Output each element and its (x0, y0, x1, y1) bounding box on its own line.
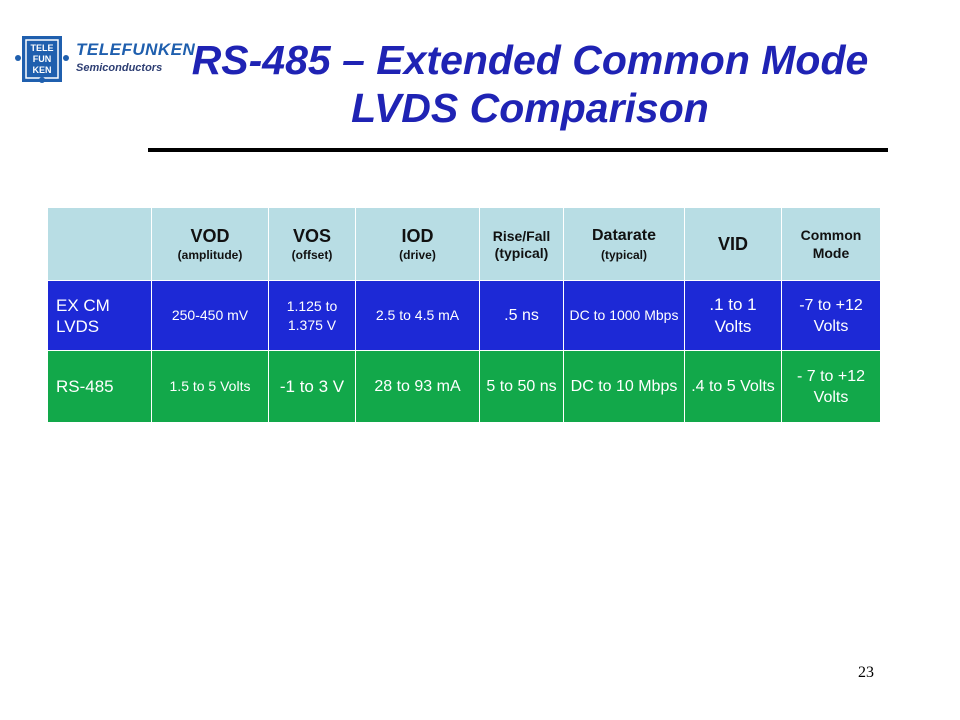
cell-lvds-common-mode: -7 to +12 Volts (781, 280, 881, 351)
header-cell-empty (47, 207, 152, 281)
comparison-table: VOD (amplitude) VOS (offset) IOD (drive)… (47, 207, 881, 423)
logo-brand-text: TELEFUNKEN (76, 40, 196, 59)
title-line-1: RS-485 – Extended Common Mode (191, 37, 869, 83)
badge-line-1: TELE (30, 43, 53, 53)
slide-title: RS-485 – Extended Common Mode LVDS Compa… (120, 36, 940, 132)
title-divider (148, 148, 888, 152)
cell-lvds-vod: 250-450 mV (151, 280, 269, 351)
page-number: 23 (858, 664, 874, 681)
row-label-ex-cm-lvds: EX CM LVDS (47, 280, 152, 351)
cell-rs485-datarate: DC to 10 Mbps (563, 350, 685, 423)
cell-lvds-iod: 2.5 to 4.5 mA (355, 280, 480, 351)
badge-line-3: KEN (32, 65, 51, 75)
header-cell-vod: VOD (amplitude) (151, 207, 269, 281)
table-header-row: VOD (amplitude) VOS (offset) IOD (drive)… (47, 207, 881, 281)
row-label-rs-485: RS-485 (47, 350, 152, 423)
cell-lvds-vos: 1.125 to 1.375 V (268, 280, 356, 351)
telefunken-logo: TELE FUN KEN TELEFUNKEN Semiconductors (14, 34, 195, 90)
header-cell-vid: VID (684, 207, 782, 281)
table-row-ex-cm-lvds: EX CM LVDS 250-450 mV 1.125 to 1.375 V 2… (47, 280, 881, 351)
badge-line-2: FUN (33, 54, 52, 64)
header-cell-rise-fall: Rise/Fall (typical) (479, 207, 564, 281)
cell-lvds-rise-fall: .5 ns (479, 280, 564, 351)
header-cell-datarate: Datarate (typical) (563, 207, 685, 281)
cell-rs485-iod: 28 to 93 mA (355, 350, 480, 423)
table-row-rs-485: RS-485 1.5 to 5 Volts -1 to 3 V 28 to 93… (47, 350, 881, 423)
telefunken-badge-icon: TELE FUN KEN (15, 36, 69, 83)
header-cell-vos: VOS (offset) (268, 207, 356, 281)
title-line-2: LVDS Comparison (351, 85, 709, 131)
cell-lvds-datarate: DC to 1000 Mbps (563, 280, 685, 351)
header-cell-common-mode: Common Mode (781, 207, 881, 281)
cell-rs485-rise-fall: 5 to 50 ns (479, 350, 564, 423)
cell-lvds-vid: .1 to 1 Volts (684, 280, 782, 351)
cell-rs485-common-mode: - 7 to +12 Volts (781, 350, 881, 423)
cell-rs485-vod: 1.5 to 5 Volts (151, 350, 269, 423)
header-cell-iod: IOD (drive) (355, 207, 480, 281)
logo-sub-text: Semiconductors (76, 62, 163, 74)
cell-rs485-vid: .4 to 5 Volts (684, 350, 782, 423)
cell-rs485-vos: -1 to 3 V (268, 350, 356, 423)
